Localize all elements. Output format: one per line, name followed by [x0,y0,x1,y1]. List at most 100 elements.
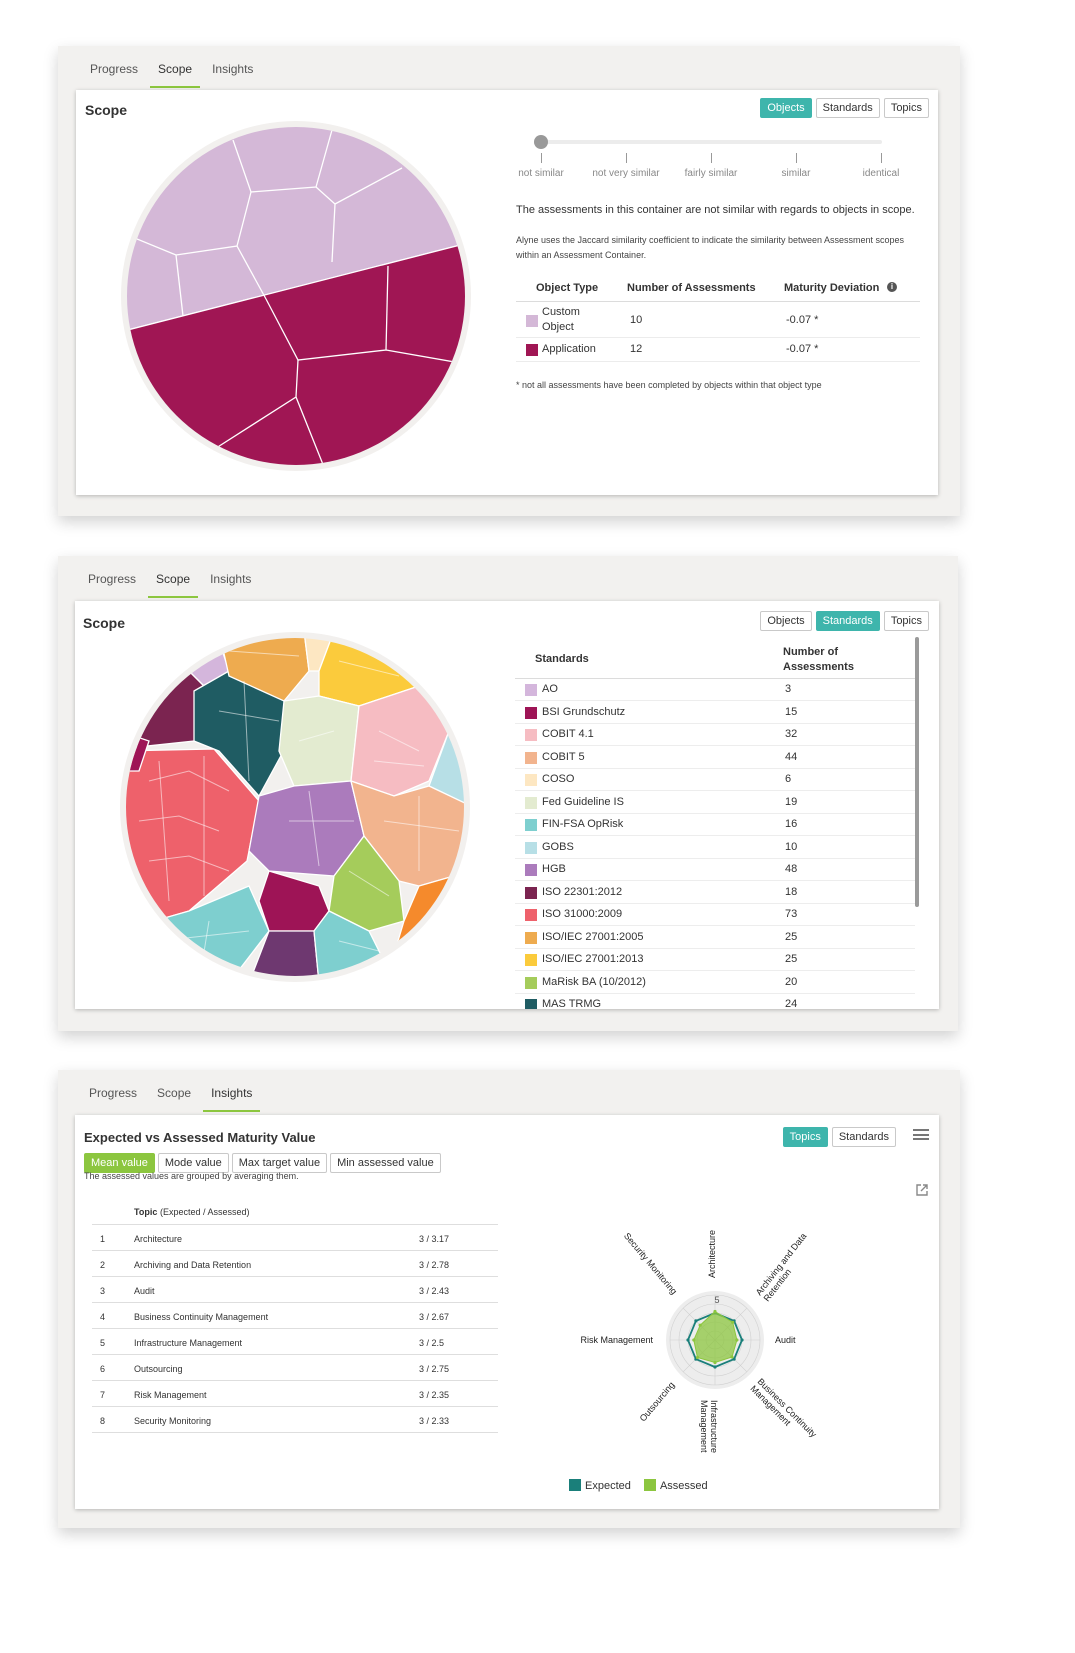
standard-row: ISO 31000:2009 73 [515,904,915,926]
panel-tabs: Progress Scope Insights [76,46,259,88]
mode-value-button[interactable]: Mode value [157,1153,229,1173]
topics-table: Topic (Expected / Assessed) 1 Architectur… [92,1203,498,1433]
standard-name: BSI Grundschutz [542,705,626,718]
similarity-label: fairly similar [684,168,738,179]
similarity-label: similar [781,168,811,179]
similarity-explanation: Alyne uses the Jaccard similarity coeffi… [516,235,905,260]
objects-button[interactable]: Objects [760,611,812,631]
standards-button[interactable]: Standards [815,611,880,631]
radar-axis-label: Audit [775,1335,796,1345]
max-target-value-button[interactable]: Max target value [231,1153,328,1173]
header-count-cont: Assessments [783,661,854,673]
standard-name: HGB [542,863,566,875]
header-maturity-deviation: Maturity Deviation [784,282,880,294]
objects-button[interactable]: Objects [760,98,812,118]
tab-scope[interactable]: Scope [157,1086,192,1100]
standard-count: 25 [785,930,798,943]
standard-name: ISO 31000:2009 [542,908,623,920]
application-swatch [526,344,538,356]
tab-scope[interactable]: Scope [148,556,199,598]
standard-name: MAS TRMG [542,998,602,1009]
region-fed-guideline [278,695,360,787]
card-title: Scope [85,102,128,118]
object-type-table: Object Type Number of Assessments Maturi… [516,276,920,362]
topics-button[interactable]: Topics [782,1127,828,1147]
tab-progress[interactable]: Progress [88,572,137,586]
scope-objects-panel: Progress Scope Insights Scope Objects St… [58,46,960,516]
table-scrollbar[interactable] [915,637,919,907]
tick [711,153,712,163]
topic-value: 3 / 2.75 [419,1364,450,1374]
topic-value: 3 / 2.78 [419,1260,450,1270]
tab-insights[interactable]: Insights [203,1070,261,1112]
topic-name: Security Monitoring [134,1416,212,1426]
topic-row: 6 Outsourcing 3 / 2.75 [92,1355,498,1381]
standard-swatch [525,774,537,786]
card-title: Expected vs Assessed Maturity Value [84,1130,316,1145]
info-icon[interactable]: i [887,282,897,292]
similarity-slider[interactable] [534,140,882,144]
standard-count: 20 [785,975,798,988]
standards-button[interactable]: Standards [815,98,880,118]
standard-row: MaRisk BA (10/2012) 20 [515,972,915,994]
tick [796,153,797,163]
standards-table: Standards Number of Assessments AO 3 BSI G… [515,633,917,1009]
legend-swatch [643,1479,656,1491]
similarity-label: not similar [518,168,564,179]
topics-button[interactable]: Topics [883,611,929,631]
tab-insights[interactable]: Insights [210,572,252,586]
standard-swatch [525,954,537,966]
standard-row: AO 3 [515,679,915,701]
topic-number: 7 [100,1390,106,1400]
standard-row: GOBS 10 [515,837,915,859]
standard-row: FIN-FSA OpRisk 16 [515,814,915,836]
topic-name: Risk Management [134,1390,207,1400]
topic-number: 1 [100,1234,106,1244]
similarity-slider-handle[interactable] [534,135,548,149]
standard-name: ISO/IEC 27001:2005 [542,930,644,943]
topic-value: 3 / 2.43 [419,1286,450,1296]
region-purple-dark [248,930,320,976]
standard-count: 16 [785,818,798,830]
header-standards: Standards [535,653,589,665]
min-assessed-value-button[interactable]: Min assessed value [330,1153,441,1173]
mean-value-button[interactable]: Mean value [84,1153,155,1173]
external-link-icon[interactable] [915,1183,929,1197]
header-count: Number of [783,646,838,658]
radar-axis-label: Architecture [707,1230,717,1278]
chart-legend: Expected Assessed [569,1479,708,1492]
tab-insights[interactable]: Insights [212,62,254,76]
standard-row: ISO/IEC 27001:2005 25 [515,927,915,949]
insights-panel: Progress Scope Insights Expected vs Asse… [58,1070,960,1528]
card-title: Scope [83,615,126,631]
tick [541,153,542,163]
radar-axis-label: Archiving and DataRetention [754,1231,817,1303]
radar-point [698,1323,702,1327]
assessment-count: 12 [630,343,643,355]
standard-count: 18 [785,885,798,898]
table-row: Custom Object 10 -0.07 * [516,302,920,338]
topic-name: Archiving and Data Retention [134,1260,252,1270]
hamburger-menu-icon[interactable] [913,1129,929,1140]
standard-name: COSO [542,773,575,785]
similarity-label: identical [862,168,900,179]
standards-voronoi-chart [120,632,470,982]
legend-label: Assessed [659,1480,708,1492]
tab-progress[interactable]: Progress [90,62,139,76]
tab-progress[interactable]: Progress [89,1086,138,1100]
standard-row: BSI Grundschutz 15 [515,702,915,724]
standards-button[interactable]: Standards [831,1127,896,1147]
legend-assessed[interactable]: Assessed [643,1479,708,1492]
topic-number: 6 [100,1364,106,1374]
legend-expected[interactable]: Expected [569,1479,631,1492]
standard-count: 24 [785,998,798,1009]
topics-button[interactable]: Topics [883,98,929,118]
radar-point [686,1338,690,1342]
tab-scope[interactable]: Scope [150,46,201,88]
radar-point [694,1319,698,1323]
header-object-type: Object Type [536,282,599,294]
standard-row: ISO/IEC 27001:2013 25 [515,949,915,971]
topic-name: Architecture [134,1234,183,1244]
standard-swatch [525,886,537,899]
legend-label: Expected [585,1480,631,1492]
